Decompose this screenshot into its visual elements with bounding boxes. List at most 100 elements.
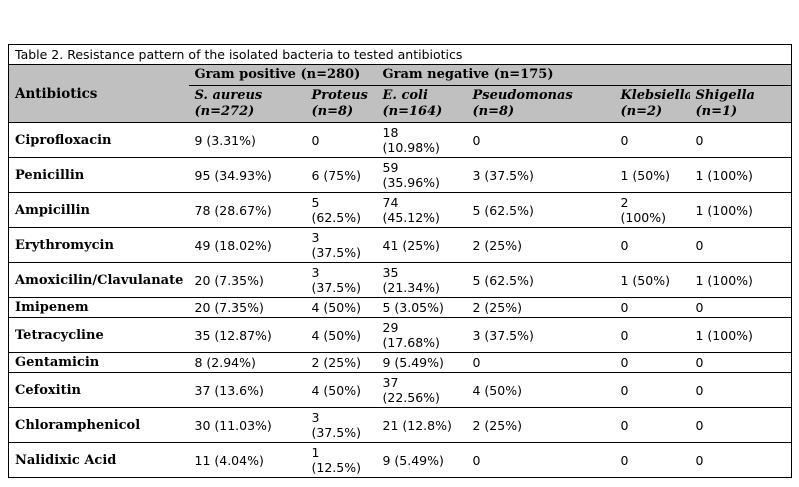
table-cell: 9 (3.31%) — [188, 122, 306, 158]
table-cell: 20 (7.35%) — [188, 297, 306, 318]
table-cell: 95 (34.93%) — [188, 157, 306, 193]
table-cell: 0 — [614, 442, 690, 478]
column-header-pseudomonas: Pseudomonas (n=8) — [466, 85, 615, 123]
column-header-e-coli: E. coli (n=164) — [376, 85, 467, 123]
table-cell: 0 — [614, 317, 690, 353]
table-cell: 4 (50%) — [305, 297, 377, 318]
table-row: Cefoxitin 37 (13.6%) 4 (50%) 37 (22.56%)… — [8, 372, 792, 408]
table-cell: 0 — [466, 122, 615, 158]
table-cell: 4 (50%) — [466, 372, 615, 408]
sub-header-row: S. aureus (n=272) Proteus (n=8) E. coli … — [9, 85, 792, 123]
table-cell: 59 (35.96%) — [376, 157, 467, 193]
table-row: Imipenem 20 (7.35%) 4 (50%) 5 (3.05%) 2 … — [8, 297, 792, 318]
table-cell: 74 (45.12%) — [376, 192, 467, 228]
table-cell: 0 — [614, 407, 690, 443]
table-cell: 21 (12.8%) — [376, 407, 467, 443]
table-row: Erythromycin 49 (18.02%) 3 (37.5%) 41 (2… — [8, 227, 792, 263]
table-cell: 4 (50%) — [305, 372, 377, 408]
table-cell: 0 — [689, 407, 792, 443]
antibiotic-name: Penicillin — [8, 157, 189, 193]
table-cell: 18 (10.98%) — [376, 122, 467, 158]
table-cell: 1 (100%) — [689, 157, 792, 193]
column-header-antibiotics: Antibiotics — [8, 64, 189, 123]
column-header-klebsiella: Klebsiella (n=2) — [614, 85, 690, 123]
table-cell: 1 (100%) — [689, 192, 792, 228]
table-cell: 1 (100%) — [689, 262, 792, 298]
table-cell: 6 (75%) — [305, 157, 377, 193]
table-cell: 1 (100%) — [689, 317, 792, 353]
table-cell: 0 — [466, 352, 615, 373]
table-cell: 49 (18.02%) — [188, 227, 306, 263]
table-cell: 0 — [689, 122, 792, 158]
table-cell: 3 (37.5%) — [305, 407, 377, 443]
table-cell: 29 (17.68%) — [376, 317, 467, 353]
table-cell: 1 (12.5%) — [305, 442, 377, 478]
column-header-s-aureus: S. aureus (n=272) — [188, 85, 306, 123]
table-cell: 35 (12.87%) — [188, 317, 306, 353]
antibiotic-name: Erythromycin — [8, 227, 189, 263]
antibiotic-name: Tetracycline — [8, 317, 189, 353]
table-cell: 37 (13.6%) — [188, 372, 306, 408]
table-row: Nalidixic Acid 11 (4.04%) 1 (12.5%) 9 (5… — [8, 442, 792, 478]
column-header-shigella: Shigella (n=1) — [689, 85, 792, 123]
table-cell: 0 — [614, 122, 690, 158]
table-cell: 0 — [689, 227, 792, 263]
table-cell: 8 (2.94%) — [188, 352, 306, 373]
table-cell: 41 (25%) — [376, 227, 467, 263]
table-cell: 37 (22.56%) — [376, 372, 467, 408]
table-row: Tetracycline 35 (12.87%) 4 (50%) 29 (17.… — [8, 317, 792, 353]
table-cell: 0 — [614, 352, 690, 373]
table-row: Penicillin 95 (34.93%) 6 (75%) 59 (35.96… — [8, 157, 792, 193]
group-header-row: Antibiotics Gram positive (n=280) Gram n… — [8, 64, 792, 123]
table-title: Table 2. Resistance pattern of the isola… — [8, 44, 792, 65]
table-cell: 2 (25%) — [466, 297, 615, 318]
table-cell: 5 (3.05%) — [376, 297, 467, 318]
table-row: Amoxicilin/Clavulanate 20 (7.35%) 3 (37.… — [8, 262, 792, 298]
antibiotic-name: Amoxicilin/Clavulanate — [8, 262, 189, 298]
table-cell: 20 (7.35%) — [188, 262, 306, 298]
antibiotic-name: Chloramphenicol — [8, 407, 189, 443]
table-cell: 35 (21.34%) — [376, 262, 467, 298]
antibiotic-name: Cefoxitin — [8, 372, 189, 408]
table-cell: 2 (25%) — [466, 227, 615, 263]
antibiotic-name: Nalidixic Acid — [8, 442, 189, 478]
table-cell: 0 — [689, 352, 792, 373]
table-cell: 0 — [689, 297, 792, 318]
table-cell: 1 (50%) — [614, 157, 690, 193]
antibiotic-name: Gentamicin — [8, 352, 189, 373]
table-cell: 0 — [305, 122, 377, 158]
table-cell: 2 (25%) — [305, 352, 377, 373]
table-cell: 0 — [614, 227, 690, 263]
antibiotic-name: Ampicillin — [8, 192, 189, 228]
table-cell: 0 — [614, 297, 690, 318]
table-cell: 3 (37.5%) — [466, 157, 615, 193]
table-cell: 3 (37.5%) — [466, 317, 615, 353]
table-row: Ampicillin 78 (28.67%) 5 (62.5%) 74 (45.… — [8, 192, 792, 228]
table-cell: 1 (50%) — [614, 262, 690, 298]
table-cell: 5 (62.5%) — [305, 192, 377, 228]
table-row: Ciprofloxacin 9 (3.31%) 0 18 (10.98%) 0 … — [8, 122, 792, 158]
table-cell: 2 (25%) — [466, 407, 615, 443]
table-cell: 2 (100%) — [614, 192, 690, 228]
table-title-row: Table 2. Resistance pattern of the isola… — [8, 44, 792, 65]
table-cell: 78 (28.67%) — [188, 192, 306, 228]
group-header-gram-negative: Gram negative (n=175) — [376, 64, 792, 86]
table-cell: 5 (62.5%) — [466, 262, 615, 298]
table-cell: 0 — [614, 372, 690, 408]
table-cell: 0 — [689, 442, 792, 478]
table-cell: 5 (62.5%) — [466, 192, 615, 228]
resistance-table: Table 2. Resistance pattern of the isola… — [8, 44, 793, 478]
table-cell: 30 (11.03%) — [188, 407, 306, 443]
column-header-proteus: Proteus (n=8) — [305, 85, 377, 123]
table-row: Chloramphenicol 30 (11.03%) 3 (37.5%) 21… — [8, 407, 792, 443]
group-header-gram-positive: Gram positive (n=280) — [188, 64, 377, 86]
table-cell: 11 (4.04%) — [188, 442, 306, 478]
antibiotic-name: Ciprofloxacin — [8, 122, 189, 158]
antibiotic-name: Imipenem — [8, 297, 189, 318]
table-cell: 3 (37.5%) — [305, 227, 377, 263]
table-row: Gentamicin 8 (2.94%) 2 (25%) 9 (5.49%) 0… — [8, 352, 792, 373]
table-cell: 4 (50%) — [305, 317, 377, 353]
table-cell: 0 — [689, 372, 792, 408]
table-cell: 3 (37.5%) — [305, 262, 377, 298]
